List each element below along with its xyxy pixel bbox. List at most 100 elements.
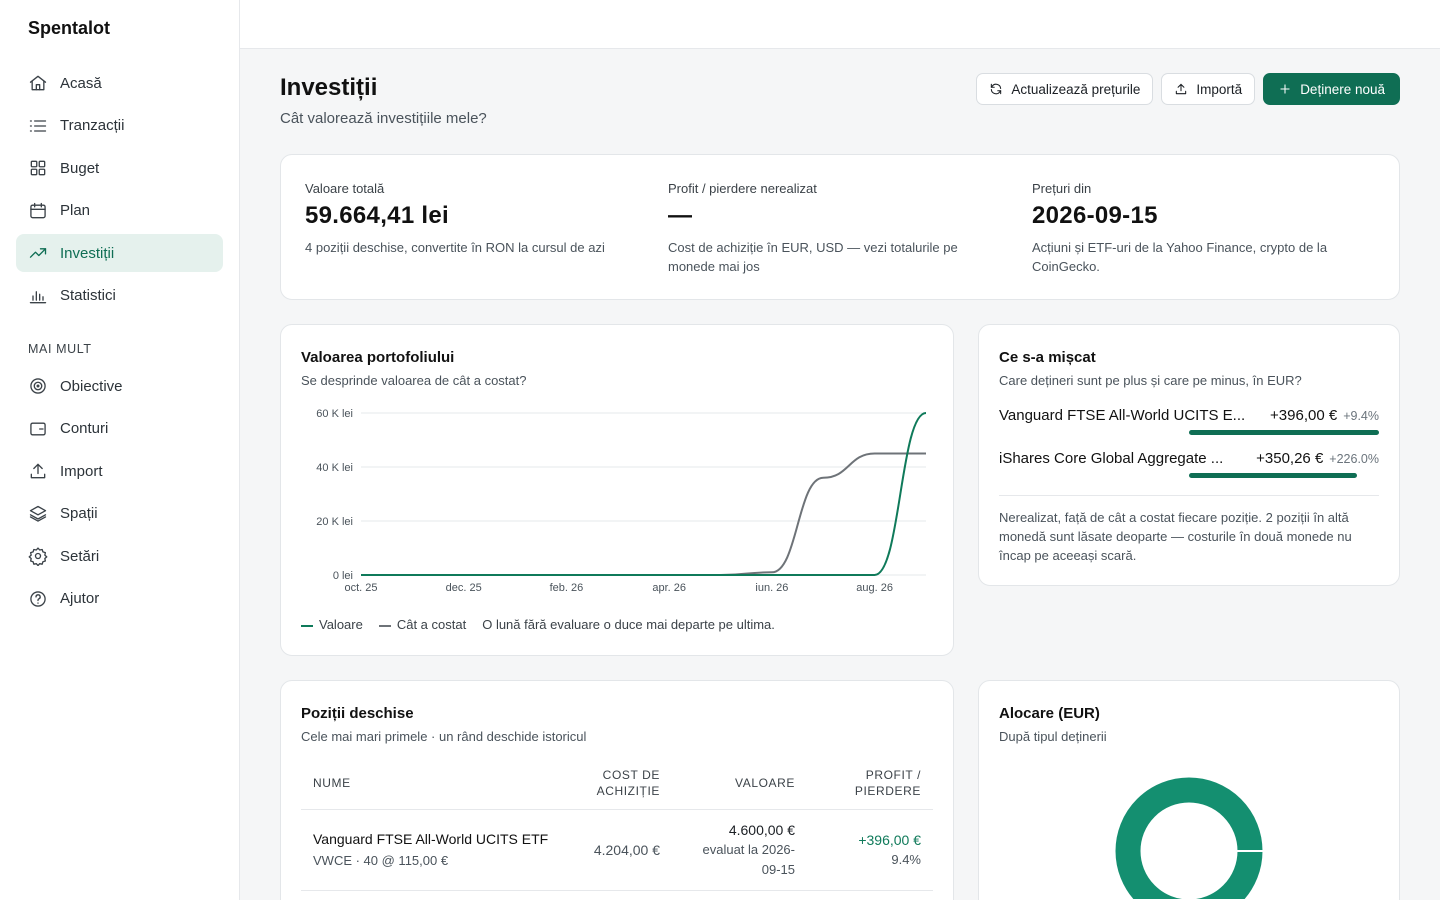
prices-date-value: 2026-09-15: [1032, 202, 1158, 229]
x-tick-label: feb. 26: [550, 582, 584, 594]
table-row[interactable]: Vanguard FTSE All-World UCITS ETF VWCE ·…: [301, 809, 933, 891]
total-value-label: Valoare totală: [305, 181, 385, 196]
legend-cost-label: Cât a costat: [396, 617, 467, 632]
column-header-value[interactable]: VALOARE: [672, 765, 807, 810]
nav-item-spatii[interactable]: Spații: [16, 495, 223, 533]
prices-date-note: Acțiuni și ETF-uri de la Yahoo Finance, …: [1032, 240, 1328, 274]
position-pnl: +396,00 €: [858, 831, 921, 848]
page-subtitle: Cât valorează investițiile mele?: [280, 110, 487, 127]
nav-item-plan[interactable]: Plan: [16, 192, 223, 230]
upload-icon: [1176, 83, 1187, 95]
nav-item-statistici[interactable]: Statistici: [16, 277, 223, 315]
column-header-pnl[interactable]: PROFIT / PIERDERE: [807, 765, 933, 810]
portfolio-chart-subtitle: Se desprinde valoarea de cât a costat?: [301, 373, 527, 388]
refresh-prices-button[interactable]: Actualizează prețurile: [976, 73, 1154, 105]
allocation-donut-chart[interactable]: [979, 681, 1401, 899]
mover-pct: +226.0%: [1329, 452, 1379, 466]
refresh-icon: [991, 83, 1002, 95]
position-value: 4.600,00 €: [728, 821, 795, 838]
nav-item-acasa[interactable]: Acasă: [16, 64, 223, 102]
legend-item-value[interactable]: Valoare: [301, 617, 363, 632]
column-header-cost[interactable]: COST DE ACHIZIȚIE: [561, 765, 672, 810]
x-tick-label: aug. 26: [856, 582, 893, 594]
nav-item-label: Spații: [60, 505, 98, 522]
nav-item-label: Acasă: [60, 74, 102, 92]
position-value-note: evaluat la 2026-09-15: [702, 841, 795, 877]
import-button[interactable]: Importă: [1161, 73, 1256, 105]
mover-amount: +350,26 €: [1256, 450, 1324, 467]
nav-item-label: Statistici: [60, 287, 116, 304]
nav-item-label: Buget: [60, 159, 100, 177]
total-value: 59.664,41 lei: [305, 202, 450, 229]
series-line-cost: [360, 452, 926, 576]
positions-subtitle: Cele mai mari primele · un rând deschide…: [301, 729, 587, 744]
positions-table: NUME COST DE ACHIZIȚIE VALOARE PROFIT / …: [301, 765, 933, 891]
allocation-subtitle: După tipul deținerii: [999, 729, 1107, 744]
summary-card: Valoare totală 59.664,41 lei 4 poziții d…: [280, 154, 1400, 300]
y-tick-label: 0 lei: [333, 570, 353, 582]
x-tick-label: oct. 25: [344, 582, 377, 594]
movers-card: Ce s-a mișcat Care dețineri sunt pe plus…: [978, 324, 1400, 586]
new-holding-label: Deținere nouă: [1300, 81, 1385, 97]
x-tick-label: apr. 26: [652, 582, 686, 594]
nav-item-import[interactable]: Import: [16, 452, 223, 490]
nav-item-label: Import: [60, 462, 103, 480]
open-positions-card: Poziții deschise Cele mai mari primele ·…: [280, 680, 954, 900]
nav-item-buget[interactable]: Buget: [16, 149, 223, 187]
mover-bar: [1189, 473, 1357, 478]
nav-item-setari[interactable]: Setări: [16, 537, 223, 575]
header-actions: Actualizează prețurile Importă Deținere …: [976, 73, 1400, 105]
mover-bar: [1189, 430, 1379, 435]
unrealized-pnl-stat: Profit / pierdere nerealizat — Cost de a…: [668, 181, 978, 276]
app-logo[interactable]: Spentalot: [28, 18, 111, 38]
mover-pct: +9.4%: [1343, 409, 1379, 423]
legend-value-label: Valoare: [319, 617, 363, 632]
target-icon: [30, 378, 46, 394]
unrealized-pnl-note: Cost de achiziție în EUR, USD — vezi tot…: [668, 240, 958, 274]
nav-section-label: MAI MULT: [28, 342, 92, 356]
layers-icon: [29, 505, 47, 522]
x-tick-label: iun. 26: [755, 582, 788, 594]
mover-name: Vanguard FTSE All-World UCITS E...: [999, 407, 1246, 424]
allocation-card: Alocare (EUR) După tipul deținerii: [978, 680, 1400, 900]
trending-up-icon: [29, 248, 47, 258]
donut-segment[interactable]: [1115, 777, 1263, 899]
column-header-name[interactable]: NUME: [301, 765, 561, 810]
import-label: Importă: [1196, 81, 1243, 97]
mover-amount: +396,00 €: [1270, 407, 1338, 424]
nav-item-label: Setări: [60, 547, 100, 565]
new-holding-button[interactable]: Deținere nouă: [1263, 73, 1400, 105]
prices-date-stat: Prețuri din 2026-09-15 Acțiuni și ETF-ur…: [1032, 181, 1362, 276]
y-tick-label: 40 K lei: [316, 462, 353, 474]
portfolio-line-chart[interactable]: 0 lei 20 K lei 40 K lei 60 K lei oct. 25 dec.…: [281, 325, 955, 607]
legend-item-cost[interactable]: Cât a costat: [378, 617, 467, 632]
nav-item-investitii[interactable]: Investiții: [16, 234, 223, 272]
grid-icon: [30, 160, 46, 176]
nav-item-label: Ajutor: [60, 590, 100, 607]
sidebar: Spentalot Acasă Tranzacții Buget Plan In…: [0, 0, 240, 900]
unrealized-pnl-label: Profit / pierdere nerealizat: [668, 181, 817, 196]
position-pnl-pct: 9.4%: [891, 851, 921, 867]
nav-item-obiective[interactable]: Obiective: [16, 367, 223, 405]
list-icon: [29, 119, 47, 132]
position-cost: 4.204,00 €: [561, 809, 672, 891]
nav-item-label: Investiții: [60, 244, 115, 262]
chart-legend: Valoare Cât a costat O lună fără evaluar…: [301, 617, 775, 632]
nav-item-ajutor[interactable]: Ajutor: [16, 580, 223, 618]
position-name: Vanguard FTSE All-World UCITS ETF: [313, 830, 549, 847]
mover-item[interactable]: Vanguard FTSE All-World UCITS E... +396,…: [999, 407, 1379, 435]
nav-item-tranzactii[interactable]: Tranzacții: [16, 107, 223, 145]
table-header-row: NUME COST DE ACHIZIȚIE VALOARE PROFIT / …: [301, 765, 933, 810]
legend-note: O lună fără evaluare o duce mai departe …: [482, 617, 775, 632]
x-tick-label: dec. 25: [446, 582, 482, 594]
mover-item[interactable]: iShares Core Global Aggregate ... +350,2…: [999, 450, 1379, 478]
nav-item-conturi[interactable]: Conturi: [16, 410, 223, 448]
total-value-stat: Valoare totală 59.664,41 lei 4 poziții d…: [305, 181, 635, 257]
wallet-icon: [30, 422, 46, 435]
secondary-nav: Obiective Conturi Import Spații Setări A…: [16, 367, 223, 622]
movers-subtitle: Care dețineri sunt pe plus și care pe mi…: [999, 373, 1302, 388]
total-value-note: 4 poziții deschise, convertite în RON la…: [305, 240, 605, 255]
unrealized-pnl-value: —: [668, 202, 693, 229]
y-tick-label: 60 K lei: [316, 408, 353, 420]
top-bar: [240, 0, 1440, 49]
